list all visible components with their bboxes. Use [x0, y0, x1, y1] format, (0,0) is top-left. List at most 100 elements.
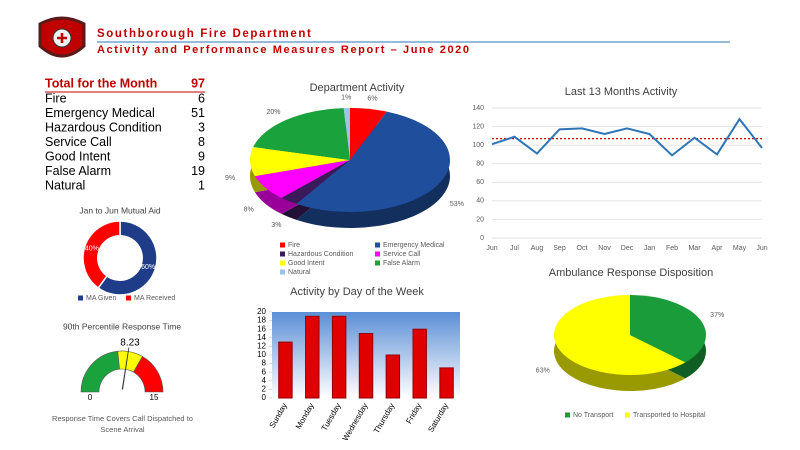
legend-label: Transported to Hospital	[633, 412, 706, 419]
table-header-label: Total for the Month	[45, 76, 157, 90]
x-tick-label: Wednesday	[341, 402, 370, 443]
y-tick-label: 14	[257, 333, 266, 342]
legend-swatch	[280, 242, 285, 248]
legend-swatch	[280, 251, 285, 257]
gauge-value: 8.23	[120, 338, 140, 349]
y-tick-label: 10	[257, 350, 266, 359]
y-tick-label: 20	[476, 216, 484, 223]
legend-label: No Transport	[573, 412, 614, 419]
table-header-value: 97	[191, 76, 205, 90]
x-tick-label: Apr	[712, 245, 724, 252]
row-value: 6	[198, 91, 205, 105]
x-tick-label: Saturday	[426, 402, 450, 434]
slice	[350, 108, 387, 160]
x-tick-label: Sunday	[268, 402, 289, 430]
y-tick-label: 6	[262, 367, 267, 376]
y-tick-label: 120	[472, 123, 484, 130]
y-tick-label: 4	[262, 376, 267, 385]
x-tick-label: Friday	[404, 402, 423, 426]
gauge-band	[133, 356, 164, 393]
y-tick-label: 12	[257, 342, 266, 351]
legend-swatch	[126, 295, 131, 301]
slice-label: 8%	[244, 206, 254, 213]
row-label: False Alarm	[45, 164, 111, 178]
y-tick-label: 2	[262, 385, 267, 394]
legend-label: Service Call	[383, 251, 421, 258]
row-value: 19	[191, 164, 205, 178]
slice	[343, 108, 350, 160]
chart-title: Activity by Day of the Week	[290, 286, 424, 298]
header-subtitle: Activity and Performance Measures Report…	[97, 44, 471, 56]
legend-swatch	[280, 269, 285, 275]
slice	[296, 111, 450, 212]
slice-label: 63%	[536, 368, 550, 375]
x-tick-label: Thursday	[372, 402, 396, 435]
bar	[385, 354, 401, 399]
x-tick-label: Tuesday	[320, 402, 343, 433]
x-tick-label: Mar	[688, 245, 701, 252]
legend-label: Natural	[288, 269, 311, 276]
gauge-min: 0	[88, 393, 93, 402]
x-tick-label: Jan	[644, 245, 655, 252]
y-tick-label: 0	[480, 235, 484, 242]
chart-title: Jan to Jun Mutual Aid	[79, 205, 161, 215]
row-value: 3	[198, 120, 205, 134]
slice	[630, 295, 706, 363]
data-line	[491, 117, 763, 157]
chart-title: Last 13 Months Activity	[565, 86, 678, 98]
slice	[82, 220, 121, 289]
logo	[38, 16, 86, 58]
legend-label: MA Given	[86, 295, 116, 302]
legend-label: Hazardous Condition	[288, 251, 353, 258]
y-tick-label: 40	[476, 198, 484, 205]
slice	[553, 295, 686, 375]
legend-swatch	[565, 412, 570, 418]
gauge-needle	[121, 347, 130, 390]
y-tick-label: 20	[257, 307, 266, 316]
legend-label: Emergency Medical	[383, 242, 445, 249]
row-value: 51	[191, 106, 205, 120]
row-label: Hazardous Condition	[45, 120, 162, 134]
row-value: 9	[198, 149, 205, 163]
legend-swatch	[375, 242, 380, 248]
slice-label: 53%	[450, 201, 464, 208]
y-tick-label: 100	[472, 142, 484, 149]
slice	[254, 160, 350, 198]
chart-title: Department Activity	[310, 82, 405, 94]
header-title: Southborough Fire Department	[97, 28, 312, 40]
slice-label: 6%	[367, 96, 377, 103]
bar	[331, 315, 347, 399]
slice-label: 37%	[710, 312, 724, 319]
gauge-band	[80, 350, 120, 393]
legend-swatch	[375, 251, 380, 257]
slice	[253, 108, 350, 160]
legend-swatch	[280, 260, 285, 266]
legend-label: Fire	[288, 242, 300, 249]
bar	[439, 367, 454, 399]
x-tick-label: Dec	[621, 245, 634, 252]
y-tick-label: 18	[257, 316, 266, 325]
legend-label: Good Intent	[288, 260, 325, 267]
slice-label: 9%	[225, 175, 235, 182]
x-tick-label: Oct	[577, 245, 588, 252]
y-tick-label: 16	[257, 324, 266, 333]
bar	[305, 315, 320, 399]
x-tick-label: Monday	[294, 402, 316, 431]
row-label: Emergency Medical	[45, 106, 155, 120]
slice-label: 40%	[85, 246, 99, 253]
legend-label: False Alarm	[383, 260, 420, 267]
row-label: Good Intent	[45, 149, 111, 163]
x-tick-label: Feb	[666, 245, 678, 252]
bar	[358, 333, 374, 399]
y-tick-label: 60	[476, 179, 484, 186]
x-tick-label: Nov	[598, 245, 611, 252]
gauge-max: 15	[150, 393, 159, 402]
row-label: Natural	[45, 178, 85, 192]
slice	[250, 147, 350, 177]
x-tick-label: Jun	[756, 245, 767, 252]
legend-label: MA Received	[134, 295, 175, 302]
slice	[281, 160, 350, 204]
chart-title: 90th Percentile Response Time	[63, 321, 181, 331]
chart-title: Ambulance Response Disposition	[549, 267, 713, 279]
